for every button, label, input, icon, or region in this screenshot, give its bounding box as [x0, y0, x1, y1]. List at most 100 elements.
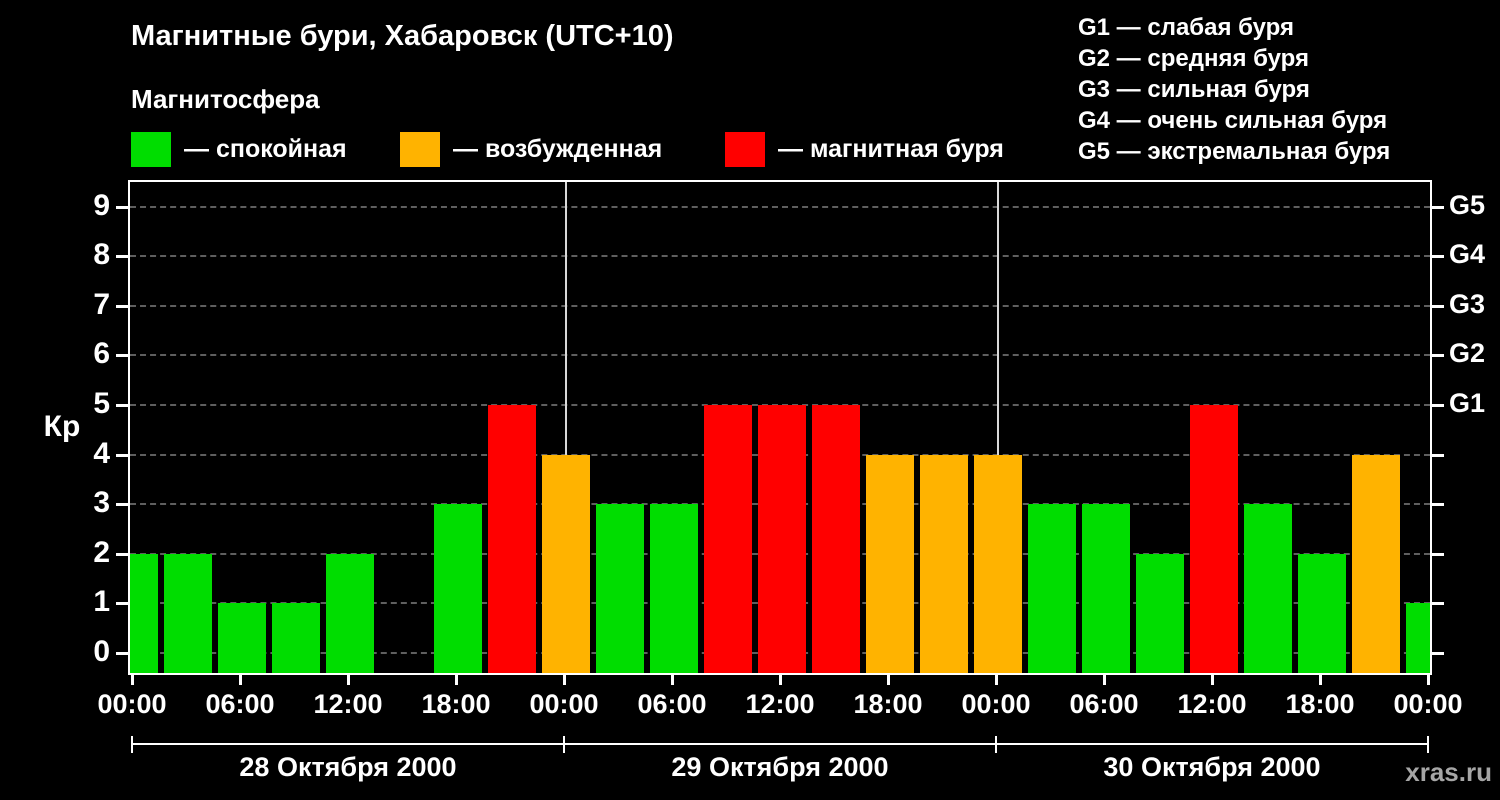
gridline — [130, 354, 1430, 357]
x-tick-label: 12:00 — [1177, 689, 1247, 719]
kp-bar — [326, 553, 374, 673]
x-axis-tick — [455, 675, 458, 685]
kp-bar — [974, 454, 1022, 673]
gridline — [130, 255, 1430, 258]
kp-bar — [1190, 405, 1238, 673]
legend-label-quiet: — спокойная — [184, 134, 347, 163]
right-axis-tick — [1432, 354, 1444, 358]
x-tick-label: 06:00 — [205, 689, 275, 719]
g2-legend-row: G2 — средняя буря — [1078, 45, 1309, 72]
x-axis-tick — [1319, 675, 1322, 685]
g-scale-label: G1 — [1449, 388, 1486, 418]
right-axis-tick — [1432, 205, 1444, 209]
kp-bar — [434, 504, 482, 673]
x-tick-label: 00:00 — [97, 689, 167, 719]
right-axis-tick — [1432, 602, 1444, 606]
x-axis-tick — [563, 675, 566, 685]
kp-bar — [596, 504, 644, 673]
legend-label-excited: — возбужденная — [453, 134, 663, 163]
right-axis-tick — [1432, 503, 1444, 507]
g-scale-label: G4 — [1449, 239, 1486, 270]
kp-bar — [218, 603, 266, 673]
kp-bar — [704, 405, 752, 673]
gridline — [130, 205, 1430, 208]
x-axis-tick — [671, 675, 674, 685]
y-tick-label: 7 — [93, 287, 110, 321]
y-axis-tick — [116, 453, 128, 457]
g-scale-label: G5 — [1449, 189, 1486, 220]
x-tick-label: 18:00 — [421, 689, 491, 719]
g3-legend-row: G3 — сильная буря — [1078, 76, 1310, 103]
y-tick-label: 8 — [93, 238, 110, 272]
y-axis-tick — [116, 255, 128, 259]
storm-color-swatch — [725, 131, 765, 167]
right-axis-tick — [1432, 652, 1444, 655]
x-axis-tick — [1211, 675, 1214, 685]
plot-area — [128, 180, 1432, 675]
kp-bar — [164, 553, 212, 673]
y-axis-tick — [116, 205, 128, 209]
y-tick-label: 3 — [93, 486, 110, 520]
g-scale-label: G3 — [1449, 288, 1486, 319]
kp-bar — [272, 603, 320, 673]
y-tick-label: 1 — [93, 585, 110, 619]
day-bracket-tick — [995, 736, 997, 753]
y-axis-tick — [116, 404, 128, 407]
x-tick-label: 00:00 — [1393, 689, 1463, 719]
day-bracket-line — [132, 743, 1428, 745]
storm-scale-legend: G1 — слабая буря G2 — средняя буря G3 — … — [1078, 12, 1390, 167]
y-tick-label: 9 — [93, 188, 110, 222]
x-axis-tick — [347, 675, 350, 685]
kp-bar — [1028, 504, 1076, 673]
g1-legend-row: G1 — слабая буря — [1078, 14, 1295, 41]
watermark: xras.ru — [1405, 757, 1492, 787]
y-axis-tick — [116, 304, 128, 308]
right-axis-tick — [1432, 552, 1444, 556]
y-tick-label: 6 — [93, 337, 110, 371]
day-bracket-tick — [563, 736, 565, 753]
y-axis-tick — [116, 652, 128, 655]
day-label: 30 Октября 2000 — [1103, 752, 1321, 782]
x-axis-tick — [779, 675, 782, 685]
day-separator-line — [997, 182, 999, 673]
right-axis-tick — [1432, 404, 1444, 407]
g5-legend-row: G5 — экстремальная буря — [1078, 138, 1391, 165]
x-tick-label: 12:00 — [313, 689, 383, 719]
y-axis-title: Кр — [43, 410, 81, 443]
y-axis-tick — [116, 354, 128, 358]
day-bracket-tick — [1427, 736, 1429, 753]
x-axis-tick — [1103, 675, 1106, 685]
x-tick-label: 06:00 — [637, 689, 707, 719]
legend-item-storm: — магнитная буря — [725, 130, 1004, 168]
x-tick-label: 18:00 — [853, 689, 923, 719]
y-tick-label: 0 — [93, 635, 110, 668]
right-axis-tick — [1432, 255, 1444, 259]
right-axis-tick — [1432, 453, 1444, 457]
gridline — [130, 304, 1430, 307]
g-scale-label: G2 — [1449, 338, 1486, 369]
kp-bar — [1298, 553, 1346, 673]
excited-color-swatch — [400, 131, 440, 167]
kp-bar — [812, 405, 860, 673]
kp-bar — [1136, 553, 1184, 673]
kp-bar — [1406, 603, 1430, 673]
kp-bar — [758, 405, 806, 673]
kp-bar — [488, 405, 536, 673]
kp-bar — [1082, 504, 1130, 673]
day-label: 28 Октября 2000 — [239, 752, 457, 782]
x-tick-label: 00:00 — [529, 689, 599, 719]
x-axis-tick — [995, 675, 998, 685]
x-axis-tick — [131, 675, 134, 685]
day-label: 29 Октября 2000 — [671, 752, 889, 782]
day-bracket-tick — [131, 736, 133, 753]
x-tick-label: 06:00 — [1069, 689, 1139, 719]
g4-legend-row: G4 — очень сильная буря — [1078, 107, 1388, 134]
magnetosphere-label: Магнитосфера — [131, 84, 320, 114]
y-axis-tick — [116, 602, 128, 606]
x-axis-tick — [887, 675, 890, 685]
x-tick-label: 18:00 — [1285, 689, 1355, 719]
kp-bar — [920, 454, 968, 673]
kp-bar — [866, 454, 914, 673]
x-axis-tick — [1427, 675, 1430, 685]
kp-bar — [542, 454, 590, 673]
